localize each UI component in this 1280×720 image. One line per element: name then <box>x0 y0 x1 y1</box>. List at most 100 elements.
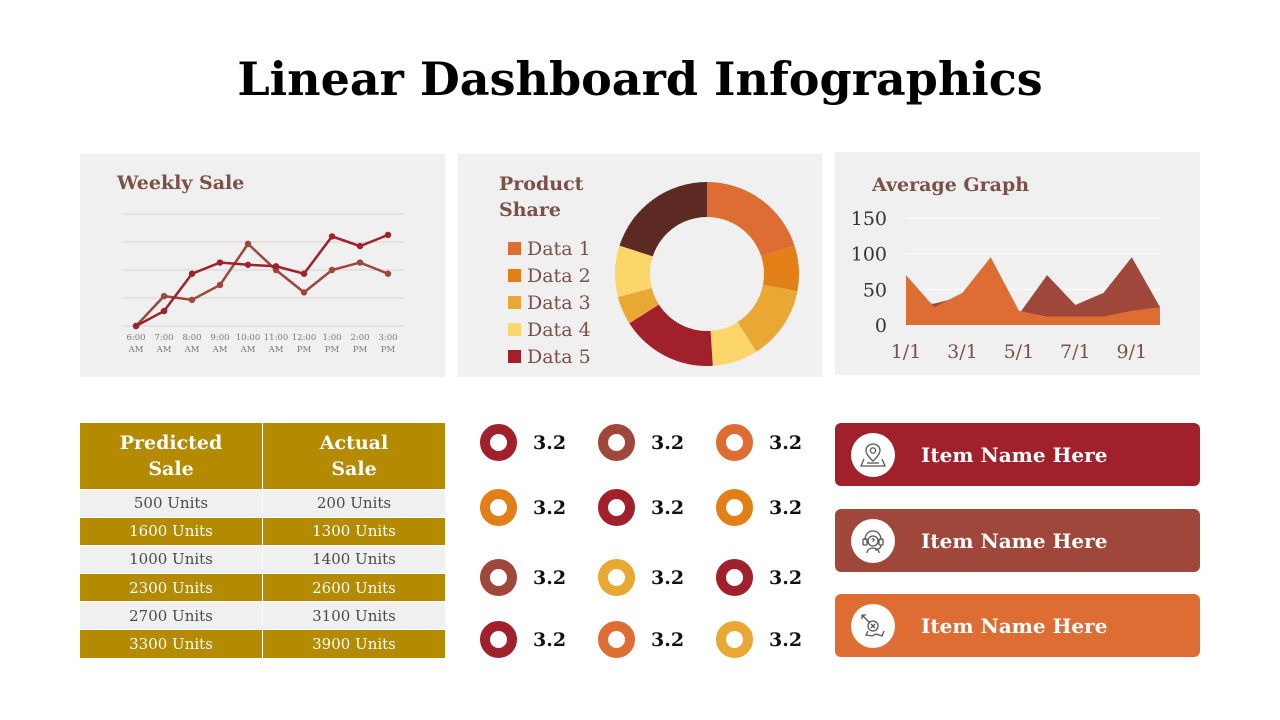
ring-value: 3.2 <box>651 431 685 454</box>
ring-icon <box>480 621 517 658</box>
x-tick-label: 11:00 <box>264 333 289 343</box>
item-label: Item Name Here <box>921 442 1108 467</box>
header-predicted-sale: Predicted Sale <box>80 423 263 489</box>
ring-icon <box>598 424 635 461</box>
ring-value: 3.2 <box>769 431 803 454</box>
data-point <box>216 281 224 289</box>
x-tick-label: 2:00 <box>350 333 369 343</box>
table-row: 1000 Units 1400 Units <box>80 544 445 574</box>
legend-label: Data 1 <box>527 237 591 260</box>
data-point <box>356 259 364 266</box>
legend-swatch <box>508 296 521 309</box>
actual-cell: 3100 Units <box>262 601 445 630</box>
x-tick-label: AM <box>128 345 144 355</box>
x-tick-label: 3:00 <box>378 333 397 343</box>
x-tick-label: 9/1 <box>1116 341 1147 363</box>
ring-stat: 3.2 <box>598 621 684 658</box>
predicted-cell: 1600 Units <box>80 516 263 546</box>
ring-stat: 3.2 <box>480 559 566 596</box>
item-button-location[interactable]: Item Name Here <box>835 423 1200 486</box>
data-point <box>300 270 308 277</box>
table-row: 2700 Units 3100 Units <box>80 601 445 630</box>
support-agent-icon <box>851 518 895 563</box>
x-tick-label: AM <box>240 345 256 355</box>
x-tick-label: 5/1 <box>1004 341 1035 363</box>
page-title: Linear Dashboard Infographics <box>237 52 1043 106</box>
x-tick-label: AM <box>184 345 200 355</box>
x-tick-label: 7:00 <box>154 333 173 343</box>
y-tick-label: 0 <box>875 315 887 337</box>
data-point <box>188 270 196 277</box>
actual-cell: 2600 Units <box>262 572 445 602</box>
x-tick-label: 1/1 <box>891 341 922 363</box>
y-tick-label: 50 <box>863 279 887 301</box>
x-tick-label: 9:00 <box>210 333 229 343</box>
data-point <box>244 261 252 268</box>
ring-icon <box>716 559 753 596</box>
ring-value: 3.2 <box>651 496 685 519</box>
item-label: Item Name Here <box>921 613 1108 638</box>
item-button-support[interactable]: Item Name Here <box>835 509 1200 572</box>
ring-icon <box>598 621 635 658</box>
x-tick-label: PM <box>325 345 340 355</box>
legend-swatch <box>508 269 521 282</box>
x-tick-label: PM <box>353 345 368 355</box>
donut-slice-7 <box>615 245 653 297</box>
donut-slice-3 <box>737 284 798 352</box>
ring-value: 3.2 <box>533 628 567 651</box>
actual-cell: 200 Units <box>262 488 445 518</box>
ring-value: 3.2 <box>769 566 803 589</box>
average-graph-panel: Average Graph 0 50 100 150 1/1 3/1 5/1 7/1 9/1 <box>835 152 1200 375</box>
ring-value: 3.2 <box>651 566 685 589</box>
donut-slice-8 <box>619 182 707 257</box>
x-tick-label: AM <box>212 345 228 355</box>
ring-icon <box>598 559 635 596</box>
no-delivery-icon <box>851 603 895 648</box>
ring-icon <box>716 424 753 461</box>
table-row: 500 Units 200 Units <box>80 488 445 518</box>
legend-label: Data 4 <box>527 318 591 341</box>
legend-swatch <box>508 350 521 363</box>
legend-label: Data 2 <box>527 264 591 287</box>
legend-item: Data 1 <box>508 235 591 262</box>
table-row: 2300 Units 2600 Units <box>80 572 445 602</box>
series-line-1 <box>135 241 389 327</box>
legend-label: Data 5 <box>527 345 591 368</box>
data-point <box>328 266 336 274</box>
legend-swatch <box>508 323 521 336</box>
x-tick-label: 1:00 <box>322 333 341 343</box>
product-share-donut <box>615 182 799 366</box>
ring-icon <box>716 489 753 526</box>
header-actual-sale: Actual Sale <box>262 423 445 489</box>
weekly-sale-chart: 6:00 AM 7:00 AM 8:00 AM 9:00 AM 10:00 AM 11:00 AM 12… <box>122 213 404 355</box>
ring-icon <box>480 489 517 526</box>
data-point <box>328 233 336 240</box>
average-graph-chart: 0 50 100 150 1/1 3/1 5/1 7/1 9/1 <box>851 208 1160 363</box>
x-tick-label: 12:00 <box>292 333 317 343</box>
x-tick-label: 8:00 <box>182 333 201 343</box>
data-point <box>160 292 168 300</box>
x-tick-label: 7/1 <box>1060 341 1091 363</box>
legend-item: Data 2 <box>508 262 591 289</box>
ring-stat: 3.2 <box>598 489 684 526</box>
donut-slice-6 <box>617 288 659 324</box>
data-point <box>356 242 364 250</box>
data-point <box>160 307 168 315</box>
item-button-delivery[interactable]: Item Name Here <box>835 594 1200 657</box>
x-tick-label: 6:00 <box>126 333 145 343</box>
predicted-cell: 2700 Units <box>80 601 263 630</box>
data-point <box>272 263 280 270</box>
donut-slice-1 <box>707 182 795 257</box>
product-share-legend: Data 1 Data 2 Data 3 Data 4 Data 5 <box>508 235 591 370</box>
data-point <box>188 296 196 304</box>
sales-table: Predicted Sale Actual Sale 500 Units 200… <box>80 423 445 658</box>
ring-icon <box>598 489 635 526</box>
predicted-cell: 500 Units <box>80 488 263 518</box>
table-row: 3300 Units 3900 Units <box>80 629 445 658</box>
donut-slice-5 <box>629 304 713 366</box>
product-share-title: Product Share <box>499 173 584 221</box>
y-tick-label: 150 <box>851 208 887 230</box>
x-tick-label: 3/1 <box>947 341 978 363</box>
x-tick-label: AM <box>268 345 284 355</box>
item-label: Item Name Here <box>921 528 1108 553</box>
